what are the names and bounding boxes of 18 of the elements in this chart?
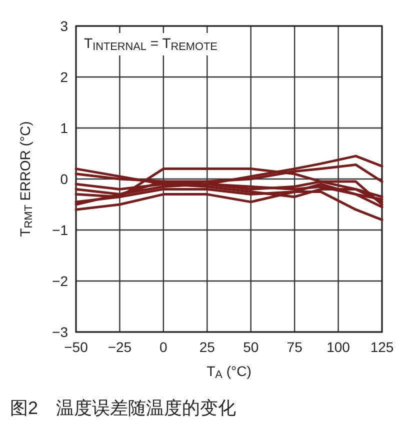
x-tick-label: 125 xyxy=(370,339,394,355)
x-tick-label: 50 xyxy=(243,339,259,355)
y-tick-label: −3 xyxy=(52,324,68,340)
x-tick-label: −25 xyxy=(108,339,132,355)
y-tick-label: 2 xyxy=(60,69,68,85)
y-tick-label: −2 xyxy=(52,273,68,289)
x-tick-label: 100 xyxy=(326,339,350,355)
y-tick-label: 1 xyxy=(60,120,68,136)
y-tick-label: 0 xyxy=(60,171,68,187)
y-tick-label: −1 xyxy=(52,222,68,238)
annotation: T$_{INTERNAL}$ = T$_{REMOTE}$ xyxy=(84,35,218,54)
x-tick-label: 0 xyxy=(160,339,168,355)
x-tick-label: 25 xyxy=(199,339,216,355)
x-axis-title: T$_{A}$ (°C) xyxy=(206,363,252,382)
x-tick-label: −50 xyxy=(64,339,88,355)
caption: 图2 温度误差随温度的变化 xyxy=(10,398,236,418)
x-tick-label: 75 xyxy=(286,339,303,355)
y-tick-label: 3 xyxy=(60,18,68,34)
